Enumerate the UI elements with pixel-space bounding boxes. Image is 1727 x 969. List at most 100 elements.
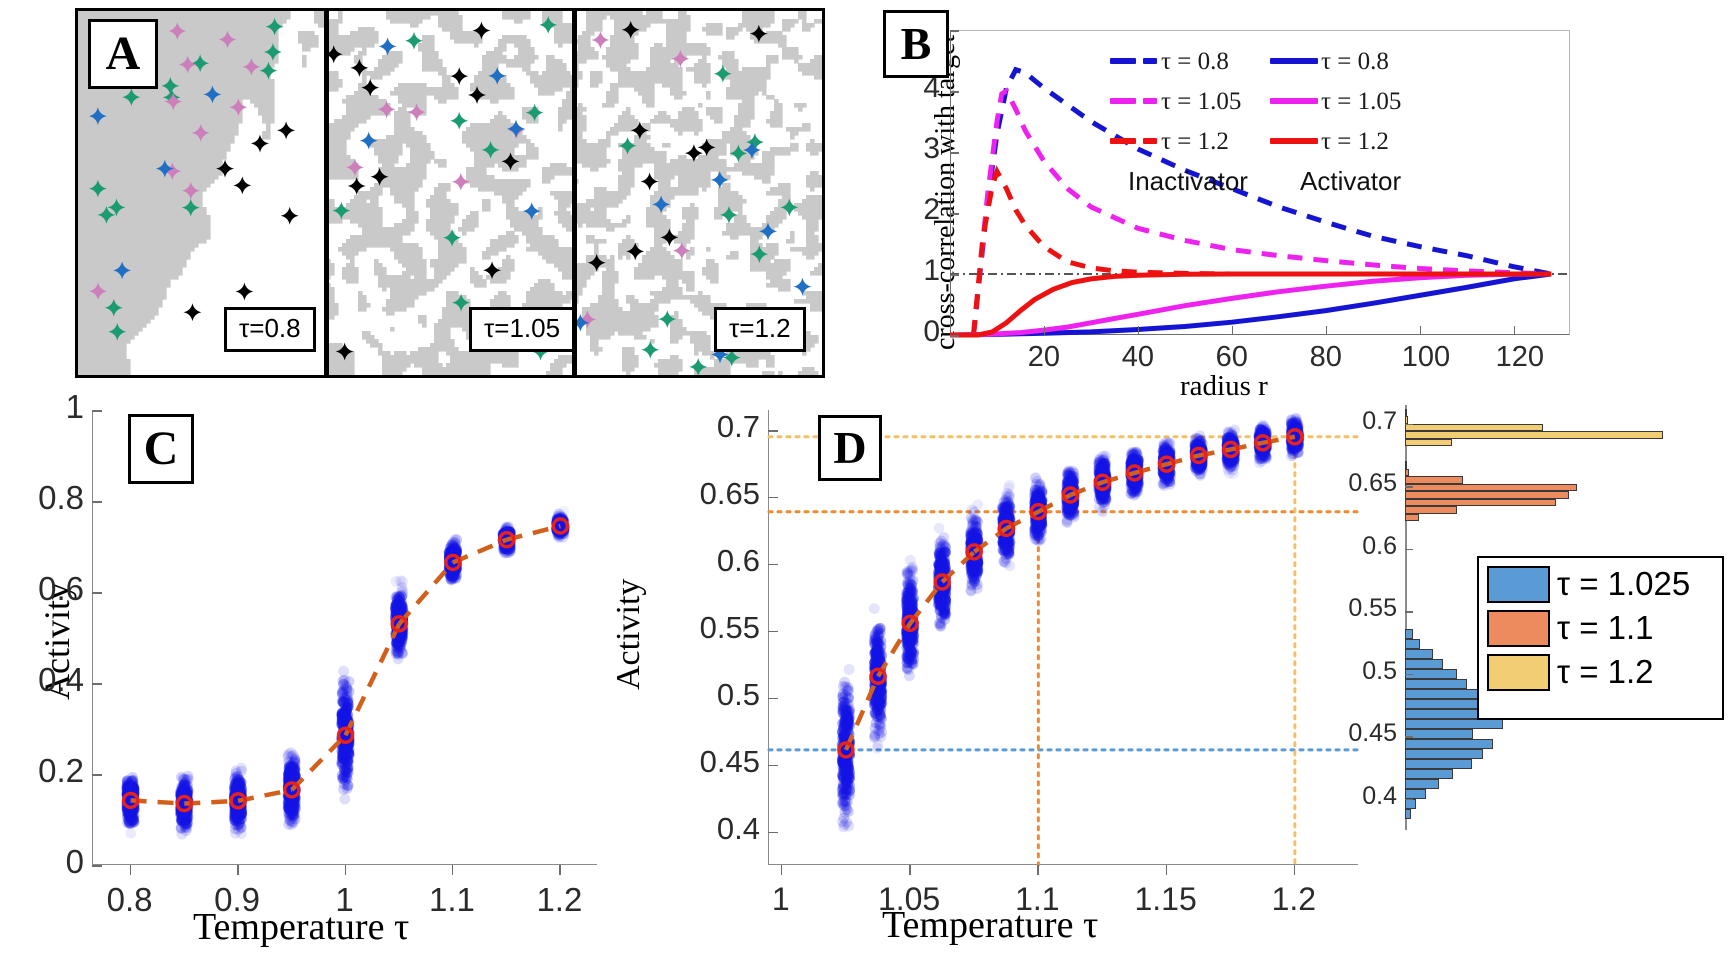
panel-b-ytick-mark — [950, 152, 959, 154]
panel-b-ytick-label: 3 — [923, 132, 940, 165]
histogram-bar — [1405, 491, 1569, 499]
histogram-bar — [1405, 808, 1412, 819]
panel-b-axes-frame — [950, 30, 1570, 335]
panel-d-ytick-label: 0.7 — [716, 409, 760, 445]
histogram-bar — [1405, 483, 1578, 492]
histogram-bar — [1405, 628, 1413, 639]
histogram-bar — [1405, 758, 1472, 769]
panel-c-xtick-mark — [129, 865, 132, 875]
panel-c-letter: C — [128, 414, 194, 484]
panel-b-ytick-mark — [950, 335, 959, 337]
panel-d-xtick-mark — [1165, 865, 1168, 875]
panel-b-legend-label-inactivator-0: τ = 0.8 — [1161, 48, 1229, 75]
panel-d-xtick-label: 1.2 — [1271, 881, 1317, 917]
histogram-bar — [1405, 513, 1419, 522]
panel-c-ytick-mark — [92, 592, 102, 594]
histogram-bar — [1405, 768, 1453, 779]
histogram-bar — [1405, 718, 1504, 729]
panel-b-legend-swatch-inactivator-dash-1 — [1143, 98, 1157, 104]
panel-d-xtick-mark — [780, 865, 783, 875]
panel-b-ytick-label: 0 — [923, 315, 940, 348]
panel-c-xtick-mark — [237, 865, 239, 875]
panel-c-ytick-label: 0.4 — [38, 661, 84, 698]
histogram-legend-label: τ = 1.2 — [1557, 653, 1654, 690]
histogram-legend-row: τ = 1.1 — [1487, 609, 1714, 647]
panel-b-ytick-mark — [950, 274, 959, 276]
panel-b-xtick-mark — [1043, 326, 1046, 335]
panel-b-legend-title-inactivator: Inactivator — [1128, 166, 1248, 196]
panel-d-ytick-label: 0.5 — [716, 676, 760, 712]
panel-b-legend-title-activator: Activator — [1300, 166, 1402, 196]
histogram-ytick-mark — [1405, 736, 1413, 738]
panel-b-legend-swatch-inactivator-dash-0 — [1143, 58, 1157, 64]
histogram-legend-swatch — [1487, 609, 1550, 647]
panel-b-xtick-label: 80 — [1309, 341, 1342, 373]
panel-d-ytick-label: 0.65 — [699, 475, 760, 511]
panel-b-legend-swatch-activator-2 — [1270, 138, 1318, 144]
panel-d-xtick-label: 1 — [771, 881, 790, 917]
histogram-panel — [1405, 405, 1723, 830]
panel-b-legend-swatch-activator-1 — [1270, 98, 1318, 104]
panel-d-xlabel: Temperature τ — [882, 904, 1099, 946]
panel-b-legend-swatch-inactivator-dash-2 — [1143, 138, 1157, 144]
panel-a-tile-label-2: τ=1.2 — [714, 307, 806, 352]
histogram-legend-swatch — [1487, 653, 1550, 691]
panel-c-ytick-label: 0.6 — [38, 570, 84, 607]
panel-d-xtick-mark — [1037, 865, 1039, 875]
panel-d-xtick-label: 1.05 — [877, 881, 941, 917]
histogram-bar — [1405, 431, 1663, 439]
panel-a-tile-label-1: τ=1.05 — [469, 307, 576, 352]
histogram-ytick-label: 0.4 — [1362, 781, 1397, 810]
histogram-bar — [1405, 688, 1478, 699]
panel-d-letter: D — [818, 415, 882, 481]
histogram-axis-line — [1405, 405, 1407, 830]
histogram-bar — [1405, 658, 1443, 669]
histogram-legend-row: τ = 1.025 — [1487, 565, 1714, 603]
panel-c-xtick-label: 1.2 — [536, 881, 583, 918]
panel-c-ytick-mark — [92, 410, 102, 412]
panel-b-xtick-mark — [1231, 326, 1234, 335]
panel-a-tile-divider — [572, 11, 577, 375]
panel-d-datapoints — [767, 412, 1361, 867]
histogram-bar — [1405, 498, 1556, 507]
panel-b-ytick-label: 2 — [923, 193, 940, 226]
histogram-bar — [1405, 698, 1489, 709]
panel-d-ytick-mark — [768, 630, 778, 633]
panel-b-xtick-mark — [1137, 326, 1140, 335]
histogram-ytick-mark — [1405, 423, 1413, 426]
panel-a-tile-2 — [574, 11, 822, 375]
panel-b-legend-label-activator-0: τ = 0.8 — [1321, 48, 1389, 75]
histogram-ytick-label: 0.45 — [1348, 719, 1397, 748]
panel-b-xtick-mark — [1513, 326, 1516, 335]
panel-b-legend-swatch-inactivator-2 — [1110, 138, 1136, 144]
panel-c-xtick-label: 1 — [335, 881, 354, 918]
panel-c-activity-plot — [92, 410, 597, 865]
histogram-bar — [1405, 461, 1407, 469]
panel-d-xtick-label: 1.1 — [1015, 881, 1060, 917]
panel-c-ytick-mark — [92, 865, 102, 867]
panel-b-legend-swatch-inactivator-1 — [1110, 98, 1136, 104]
panel-c-xtick-label: 0.9 — [214, 881, 260, 918]
panel-c-datapoints — [121, 505, 570, 840]
panel-b-xtick-label: 40 — [1121, 341, 1154, 373]
panel-b-legend-label-inactivator-1: τ = 1.05 — [1161, 88, 1242, 115]
panel-c-xtick-mark — [559, 865, 561, 875]
histogram-ytick-label: 0.6 — [1362, 531, 1397, 560]
panel-b-xtick-mark — [1419, 326, 1422, 335]
panel-b-legend-swatch-inactivator-0 — [1110, 58, 1136, 64]
panel-d-xtick-label: 1.15 — [1134, 881, 1197, 917]
histogram-ytick-label: 0.55 — [1348, 594, 1397, 623]
panel-d-ytick-mark — [768, 563, 778, 566]
histogram-ytick-mark — [1405, 548, 1413, 551]
panel-d-ytick-mark — [768, 430, 778, 432]
panel-b-ytick-mark — [950, 30, 959, 32]
panel-a-tile-divider — [324, 11, 329, 375]
histogram-bar — [1405, 638, 1421, 649]
histogram-bar — [1405, 423, 1544, 432]
histogram-ytick-label: 0.5 — [1362, 656, 1397, 685]
histogram-legend-label: τ = 1.1 — [1557, 609, 1654, 646]
histogram-ytick-label: 0.7 — [1362, 406, 1397, 435]
panel-c-ytick-label: 0.2 — [38, 752, 84, 789]
histogram-bar — [1405, 506, 1457, 514]
histogram-legend-row: τ = 1.2 — [1487, 653, 1714, 691]
